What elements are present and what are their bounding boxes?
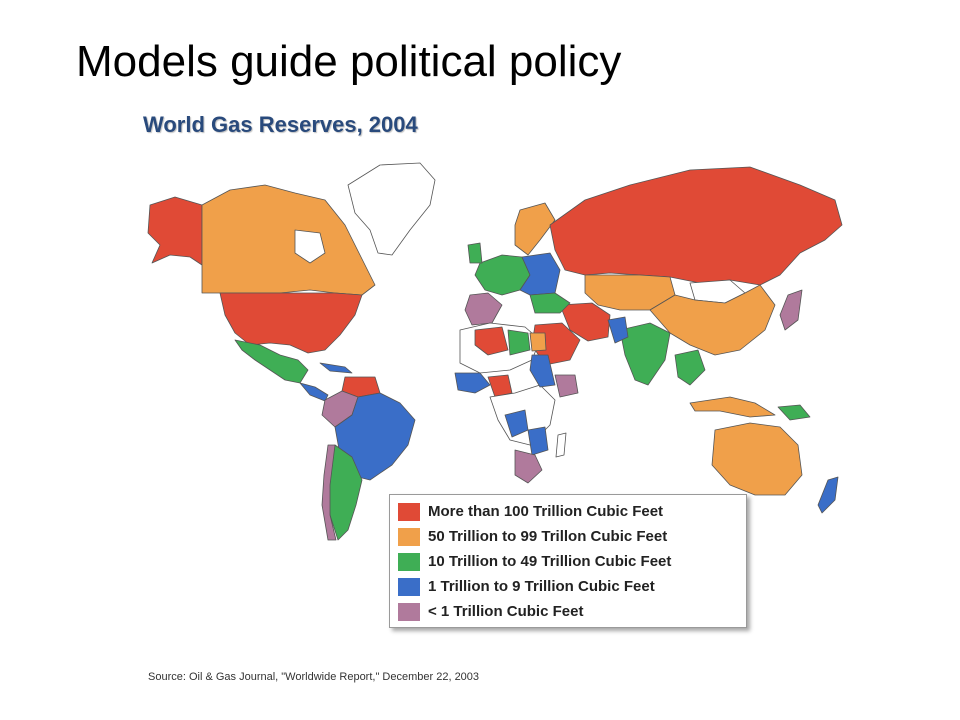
mozambique xyxy=(527,426,549,456)
legend-swatch-purple xyxy=(398,602,420,621)
southeast-asia xyxy=(674,349,706,386)
india xyxy=(619,322,671,386)
egypt xyxy=(529,332,547,352)
russia xyxy=(549,166,843,286)
legend-label: More than 100 Trillion Cubic Feet xyxy=(428,503,664,520)
world-map xyxy=(130,145,860,545)
southern-africa xyxy=(514,449,543,484)
legend-item: More than 100 Trillion Cubic Feet xyxy=(398,499,738,524)
pakistan xyxy=(607,316,629,344)
legend-item: 10 Trillion to 49 Trillion Cubic Feet xyxy=(398,549,738,574)
turkey xyxy=(529,292,571,314)
france-spain xyxy=(464,292,503,326)
legend-swatch-green xyxy=(398,552,420,571)
canada xyxy=(201,184,376,296)
new-zealand xyxy=(817,476,839,514)
legend: More than 100 Trillion Cubic Feet 50 Tri… xyxy=(389,494,747,628)
source-note: Source: Oil & Gas Journal, "Worldwide Re… xyxy=(148,671,480,683)
nigeria xyxy=(487,374,513,398)
alaska xyxy=(147,196,203,266)
iran xyxy=(559,302,611,342)
australia xyxy=(711,422,803,496)
greenland xyxy=(347,162,436,256)
map-title: World Gas Reserves, 2004 xyxy=(143,112,418,137)
indonesia xyxy=(689,396,776,418)
world-map-svg xyxy=(147,162,843,541)
legend-swatch-red xyxy=(398,502,420,521)
norway xyxy=(514,202,556,256)
legend-swatch-orange xyxy=(398,527,420,546)
slide-title: Models guide political policy xyxy=(76,37,622,86)
cuba xyxy=(319,362,353,374)
hudson-bay xyxy=(294,229,326,264)
uk xyxy=(467,242,483,264)
japan xyxy=(779,289,803,331)
legend-swatch-blue xyxy=(398,577,420,596)
algeria xyxy=(474,326,509,356)
china xyxy=(649,284,776,356)
legend-label: 1 Trillion to 9 Trillion Cubic Feet xyxy=(428,578,655,595)
legend-label: 50 Trillion to 99 Trillon Cubic Feet xyxy=(428,528,668,545)
map-title-wrap: World Gas Reserves, 2004 xyxy=(143,112,418,138)
legend-label: < 1 Trillion Cubic Feet xyxy=(428,603,584,620)
west-africa xyxy=(454,372,491,394)
legend-label: 10 Trillion to 49 Trillion Cubic Feet xyxy=(428,553,672,570)
central-america xyxy=(299,382,329,402)
sudan-east xyxy=(529,354,556,388)
madagascar xyxy=(555,432,567,458)
legend-item: 1 Trillion to 9 Trillion Cubic Feet xyxy=(398,574,738,599)
libya xyxy=(507,329,531,356)
png xyxy=(777,404,811,421)
chile xyxy=(321,444,337,541)
ethiopia xyxy=(554,374,579,398)
legend-item: < 1 Trillion Cubic Feet xyxy=(398,599,738,624)
usa xyxy=(219,292,363,354)
legend-item: 50 Trillion to 99 Trillon Cubic Feet xyxy=(398,524,738,549)
